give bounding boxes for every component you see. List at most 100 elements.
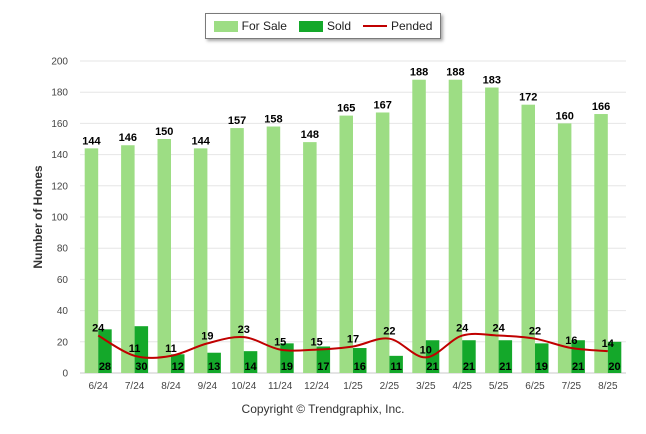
bar-sold xyxy=(134,326,149,373)
label-pended: 24 xyxy=(456,323,469,335)
x-tick-label: 11/24 xyxy=(268,381,293,392)
x-tick-label: 6/25 xyxy=(525,381,545,392)
bar-for-sale xyxy=(84,148,99,373)
bar-for-sale xyxy=(339,115,353,373)
bar-sold xyxy=(171,354,185,373)
label-for-sale: 183 xyxy=(483,75,501,87)
x-tick-label: 4/25 xyxy=(452,381,472,392)
label-sold: 12 xyxy=(172,361,184,373)
x-tick-label: 7/24 xyxy=(125,381,145,392)
label-pended: 24 xyxy=(92,323,105,335)
x-tick-label: 10/24 xyxy=(231,381,256,392)
label-sold: 19 xyxy=(536,361,548,373)
legend-swatch-pended xyxy=(363,25,387,27)
label-sold: 14 xyxy=(244,361,257,373)
pended-line xyxy=(97,332,608,359)
x-tick-label: 5/25 xyxy=(489,381,509,392)
bar-for-sale xyxy=(121,145,135,373)
label-for-sale: 167 xyxy=(373,99,391,111)
y-tick-label: 40 xyxy=(57,306,69,317)
bar-for-sale xyxy=(375,112,390,373)
x-tick-label: 2/25 xyxy=(380,381,400,392)
label-sold: 21 xyxy=(463,361,475,373)
label-pended: 19 xyxy=(201,330,213,342)
label-sold: 30 xyxy=(135,361,147,373)
legend-item-sold[interactable]: Sold xyxy=(298,19,351,33)
label-sold: 21 xyxy=(426,361,438,373)
y-tick-label: 160 xyxy=(51,119,68,130)
bar-sold xyxy=(353,348,367,373)
label-pended: 14 xyxy=(602,338,615,350)
legend-swatch-sold xyxy=(298,20,323,32)
x-tick-label: 6/24 xyxy=(88,381,108,392)
label-pended: 11 xyxy=(129,343,141,355)
label-pended: 22 xyxy=(529,326,541,338)
label-pended: 16 xyxy=(565,335,577,347)
x-tick-label: 12/24 xyxy=(304,381,329,392)
legend-item-pended[interactable]: Pended xyxy=(363,19,432,33)
y-axis-ticks: 0 20 40 60 80 100 120 140 160 180 200 xyxy=(51,57,68,380)
bar-for-sale xyxy=(193,148,208,373)
pended-series-line xyxy=(97,332,608,359)
bar-for-sale xyxy=(157,139,171,373)
data-labels: 144 28 146 30 150 12 144 13 157 14 158 19 148 17 165 16… xyxy=(82,67,620,373)
y-tick-label: 80 xyxy=(57,244,69,255)
y-tick-label: 140 xyxy=(51,150,68,161)
label-for-sale: 160 xyxy=(555,110,573,122)
label-for-sale: 150 xyxy=(155,126,173,138)
bar-sold xyxy=(207,352,221,373)
label-pended: 15 xyxy=(274,337,286,349)
label-for-sale: 144 xyxy=(82,135,101,147)
label-for-sale: 188 xyxy=(410,67,428,79)
label-sold: 17 xyxy=(317,361,329,373)
x-tick-label: 8/24 xyxy=(161,381,181,392)
x-tick-label: 7/25 xyxy=(562,381,582,392)
label-for-sale: 165 xyxy=(337,103,355,115)
copyright-text: Copyright © Trendgraphix, Inc. xyxy=(241,402,405,416)
bar-for-sale xyxy=(448,79,463,373)
chart-canvas: 0 20 40 60 80 100 120 140 160 180 200 144 28 146 30 15… xyxy=(31,57,626,392)
y-tick-label: 100 xyxy=(51,213,68,224)
y-tick-label: 60 xyxy=(57,275,69,286)
label-for-sale: 166 xyxy=(592,101,610,113)
label-for-sale: 172 xyxy=(519,92,537,104)
label-pended: 15 xyxy=(310,337,322,349)
label-sold: 20 xyxy=(608,361,620,373)
legend-label-sold: Sold xyxy=(326,19,351,33)
label-for-sale: 188 xyxy=(446,67,464,79)
label-for-sale: 148 xyxy=(301,129,319,141)
bar-for-sale xyxy=(230,128,244,373)
label-sold: 28 xyxy=(99,361,111,373)
label-sold: 19 xyxy=(281,361,293,373)
x-tick-label: 9/24 xyxy=(198,381,218,392)
y-tick-label: 180 xyxy=(51,88,68,99)
label-pended: 11 xyxy=(165,343,177,355)
bar-sold xyxy=(462,340,476,373)
bar-for-sale xyxy=(521,104,535,374)
legend-swatch-for-sale xyxy=(213,20,238,32)
label-for-sale: 158 xyxy=(264,114,282,126)
legend-item-for-sale[interactable]: For Sale xyxy=(213,19,287,33)
x-tick-label: 3/25 xyxy=(416,381,436,392)
label-for-sale: 157 xyxy=(228,115,246,127)
label-pended: 23 xyxy=(238,324,250,336)
legend-label-pended: Pended xyxy=(391,19,433,33)
bar-sold xyxy=(535,343,549,373)
label-sold: 21 xyxy=(499,361,511,373)
label-pended: 17 xyxy=(347,333,359,345)
label-sold: 11 xyxy=(390,361,402,373)
bar-for-sale xyxy=(557,123,572,374)
bar-sold xyxy=(498,340,513,373)
y-tick-label: 20 xyxy=(57,337,69,348)
x-tick-label: 1/25 xyxy=(343,381,363,392)
x-axis-ticks: 6/24 7/24 8/24 9/24 10/24 11/24 12/24 1/25 2/25 3… xyxy=(88,381,618,392)
bar-for-sale xyxy=(594,114,608,373)
y-axis-label: Number of Homes xyxy=(31,165,45,269)
y-tick-label: 0 xyxy=(62,369,68,380)
label-for-sale: 146 xyxy=(119,132,137,144)
label-pended: 10 xyxy=(420,344,432,356)
bar-sold xyxy=(316,346,331,373)
y-tick-label: 120 xyxy=(51,181,68,192)
bar-for-sale xyxy=(266,126,281,374)
label-sold: 16 xyxy=(354,361,366,373)
